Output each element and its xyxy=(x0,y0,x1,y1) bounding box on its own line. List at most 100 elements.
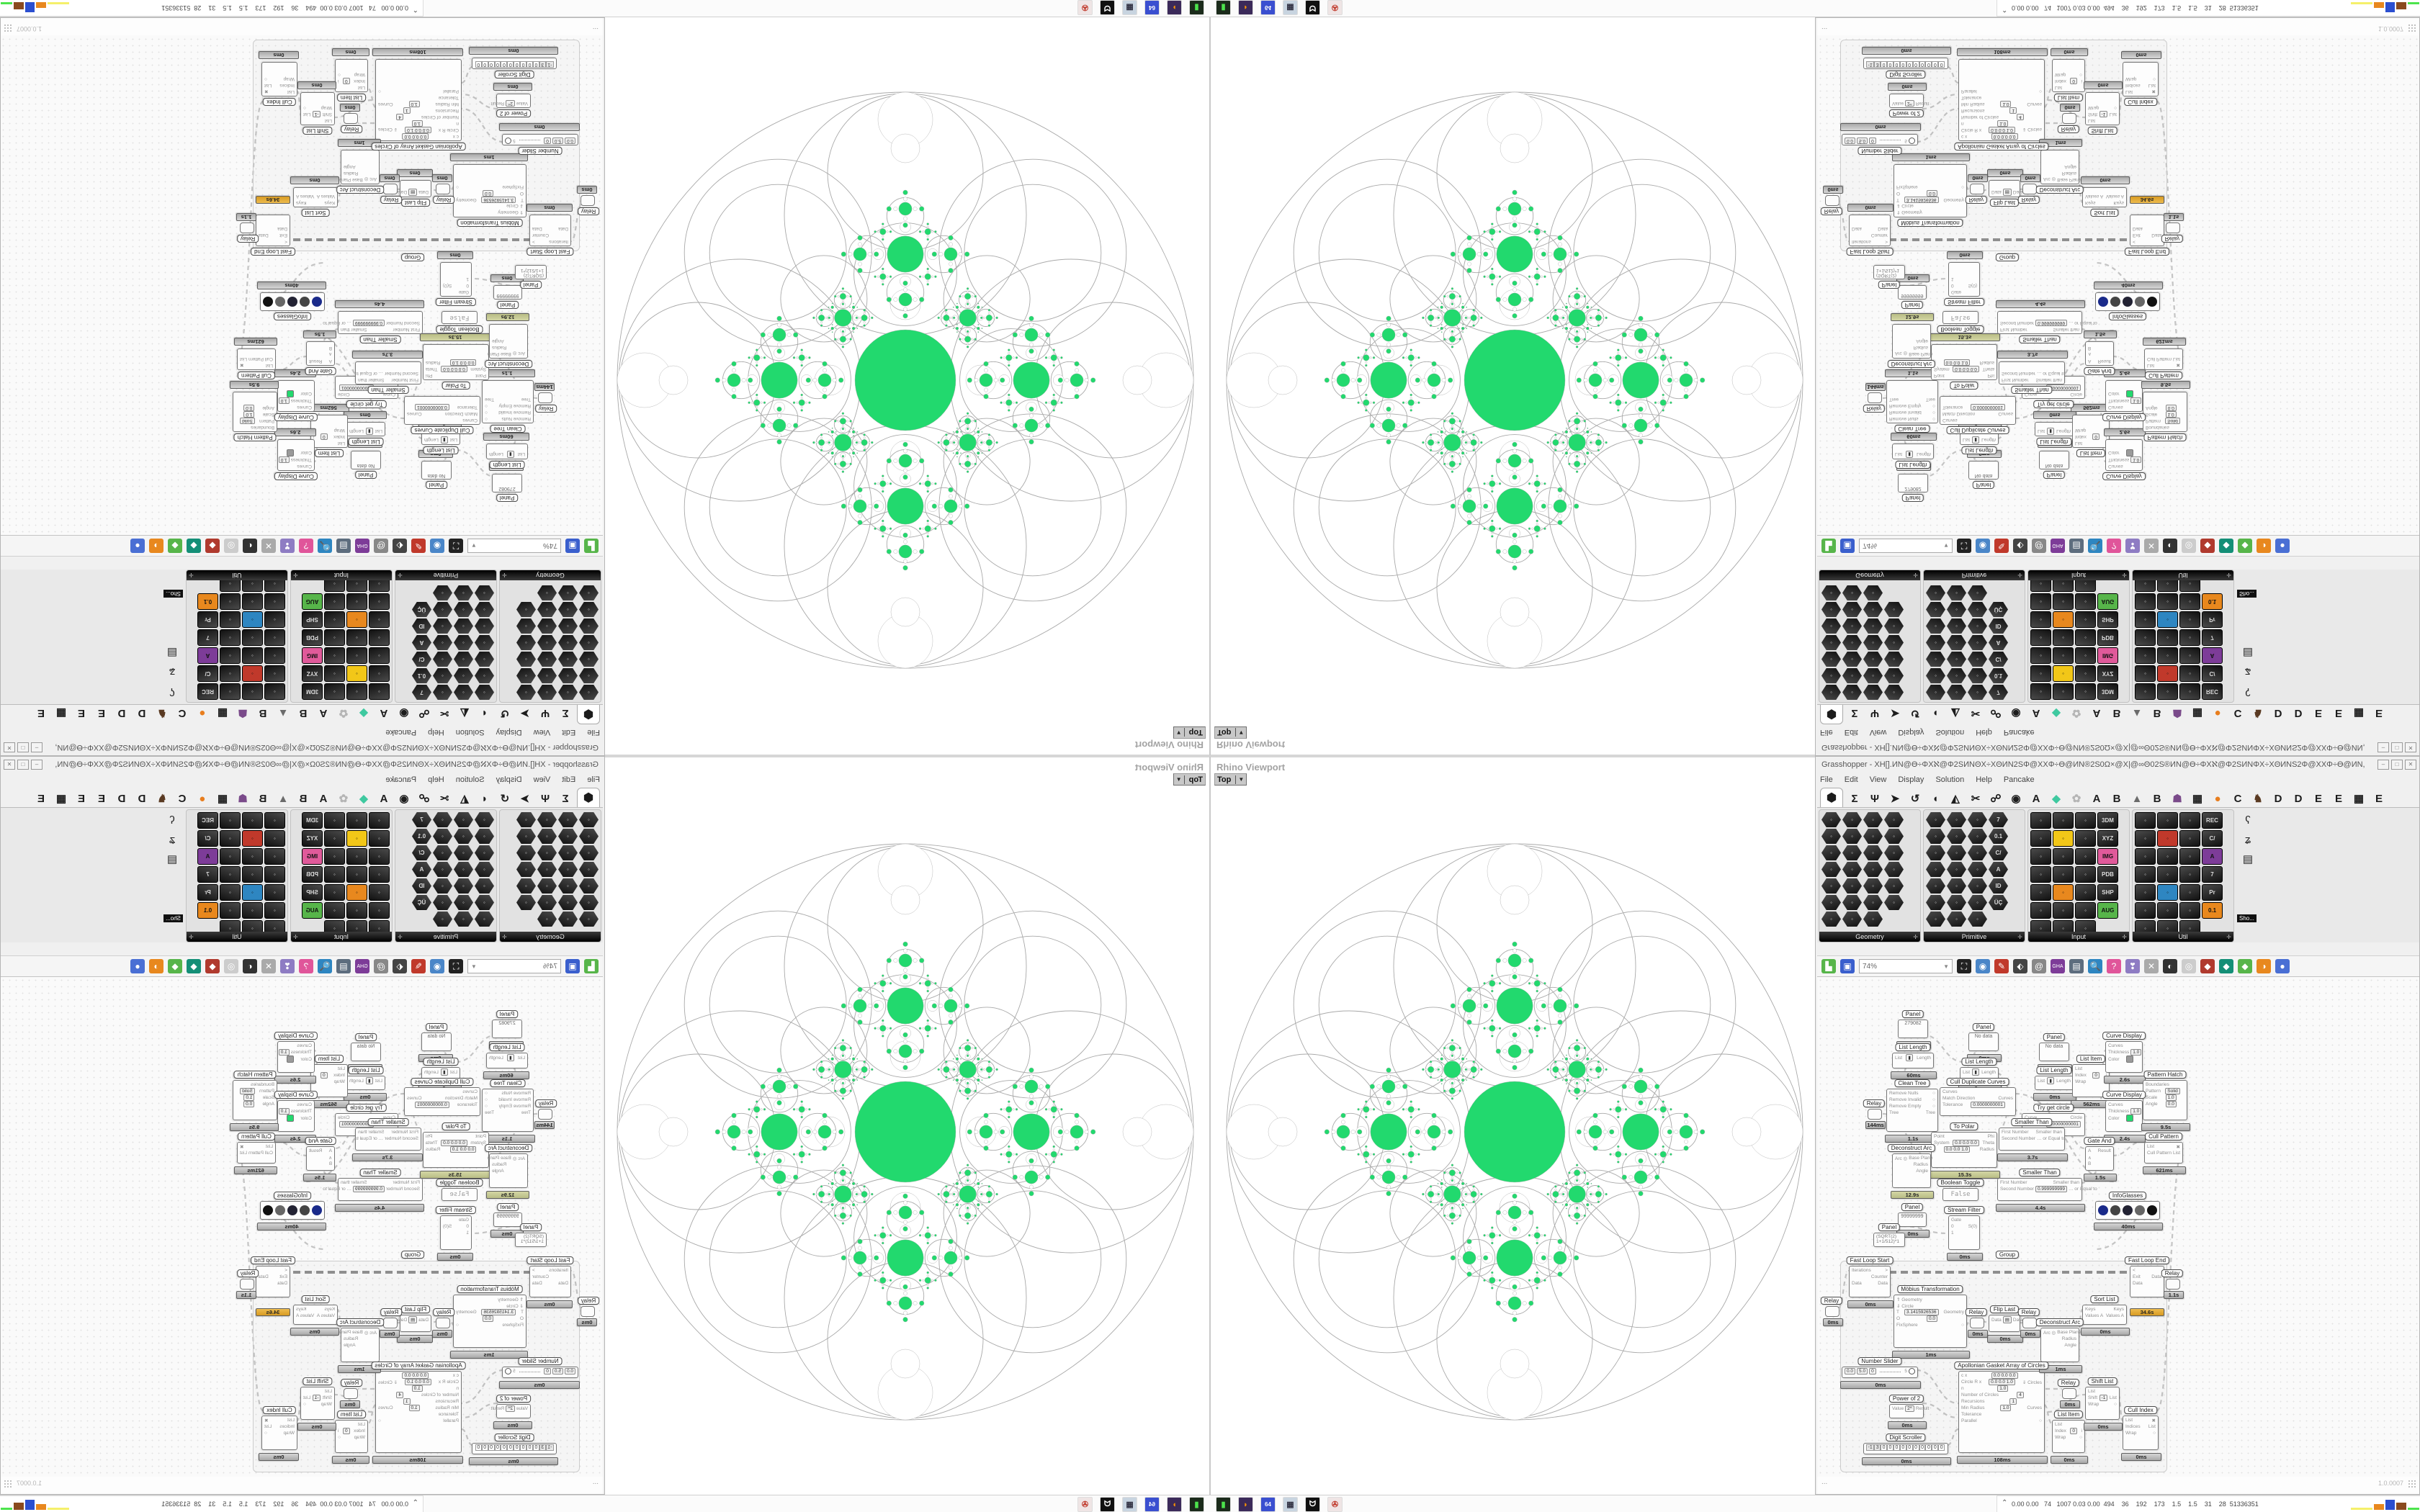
component-icon[interactable]: ◦ xyxy=(2157,629,2178,646)
component-icon[interactable]: ◦ xyxy=(1842,602,1862,617)
minimize-button[interactable]: – xyxy=(31,760,42,770)
component-tab-17[interactable]: ☗ xyxy=(238,793,248,805)
lamp-icon[interactable]: ◐ xyxy=(243,959,257,973)
component-icon[interactable]: ◦ xyxy=(454,912,473,927)
node-body[interactable]: List ✖ Indices List Wrap ○ xyxy=(261,1416,297,1450)
component-icon[interactable]: ◦ xyxy=(1863,585,1883,600)
component-icon[interactable]: ◦ xyxy=(433,635,452,650)
component-icon[interactable]: ◦ xyxy=(558,878,578,894)
component-icon[interactable]: 3DM xyxy=(302,812,323,829)
component-icon[interactable]: ◦ xyxy=(1926,602,1945,617)
node-body[interactable]: Keys Keys Values A Values A xyxy=(2082,1305,2127,1325)
component-icon[interactable]: ◦ xyxy=(1947,635,1966,650)
component-icon[interactable]: ◦ xyxy=(242,647,263,664)
component-icon[interactable]: ◦ xyxy=(2053,683,2074,700)
component-icon[interactable]: 0.1 xyxy=(412,829,431,844)
palette-label-geometry[interactable]: Geometry xyxy=(500,570,601,580)
component-tab-9[interactable]: ◉ xyxy=(399,793,409,805)
component-tab-26[interactable]: ▦ xyxy=(55,793,67,805)
component-tab-0[interactable]: ⬢ xyxy=(577,705,600,724)
component-icon[interactable]: ◦ xyxy=(1947,912,1966,927)
gha-swap-icon[interactable]: GHA xyxy=(355,959,369,973)
component-icon[interactable]: ◦ xyxy=(2179,830,2200,847)
component-icon[interactable]: ◦ xyxy=(2030,866,2051,883)
node-body[interactable]: First Number Smaller than Second Number… o… xyxy=(1999,1128,2066,1151)
component-icon[interactable]: ◦ xyxy=(346,884,367,901)
node-body[interactable]: 0.0 5.0 0 5 xyxy=(1842,134,1918,145)
node-body[interactable]: List ▮ Length xyxy=(2035,1076,2074,1090)
component-icon[interactable]: 0.1 xyxy=(1989,668,2008,683)
component-icon[interactable]: ◦ xyxy=(2157,647,2178,664)
component-icon[interactable]: ◦ xyxy=(2179,647,2200,664)
palette-label-geometry[interactable]: Geometry xyxy=(500,932,601,942)
component-icon[interactable]: ◦ xyxy=(2157,866,2178,883)
component-icon[interactable]: ◦ xyxy=(1968,635,1987,650)
component-icon[interactable]: ◦ xyxy=(1926,812,1945,827)
node-body[interactable]: List Shift -1 List Wrap ○ xyxy=(2085,92,2120,125)
node-body[interactable]: 99999999 xyxy=(493,1212,522,1227)
node-body[interactable]: First Number Smaller than Second Number… o… xyxy=(354,361,421,384)
component-icon[interactable]: ◦ xyxy=(1863,845,1883,860)
component-tab-22[interactable]: D xyxy=(138,792,146,805)
node-body[interactable] xyxy=(260,292,325,311)
component-icon[interactable]: ◦ xyxy=(324,848,345,865)
component-icon[interactable]: ◦ xyxy=(264,866,285,883)
expand-icon[interactable]: ✛ xyxy=(2122,934,2127,940)
component-icon[interactable]: ◦ xyxy=(475,878,494,894)
terminal-app-icon[interactable]: ▮ xyxy=(1189,1497,1204,1512)
gem-green-icon[interactable]: ◆ xyxy=(168,959,182,973)
component-icon[interactable]: ◦ xyxy=(2030,629,2051,646)
node-body[interactable]: Keys Keys Values A Values A xyxy=(293,1305,338,1325)
component-icon[interactable]: ◦ xyxy=(516,685,536,700)
node-body[interactable]: Arc ◎ Base Plane Radius Angle xyxy=(488,1153,528,1188)
component-icon[interactable]: ◦ xyxy=(1926,895,1945,910)
component-icon[interactable]: ◦ xyxy=(2179,683,2200,700)
node-body[interactable]: Curves Thickness 1.0 Color xyxy=(2105,1100,2143,1132)
palette-label-util[interactable]: Util xyxy=(2133,570,2233,580)
zoom-level-combo[interactable]: 74% ▼ xyxy=(467,959,561,973)
component-icon[interactable]: ◦ xyxy=(2135,866,2156,883)
component-icon[interactable]: ◦ xyxy=(475,618,494,634)
palette-label-input[interactable]: Input xyxy=(2028,570,2129,580)
relay-body[interactable] xyxy=(1825,1306,1839,1317)
component-icon[interactable]: ◦ xyxy=(2135,812,2156,829)
component-icon[interactable]: ◦ xyxy=(2135,593,2156,610)
component-icon[interactable]: ◦ xyxy=(2075,593,2096,610)
terminal-app-icon[interactable]: ▮ xyxy=(1189,0,1204,15)
palette-label-util[interactable]: Util xyxy=(187,570,287,580)
component-icon[interactable]: ◦ xyxy=(369,593,390,610)
menu-item-solution[interactable]: Solution xyxy=(1935,728,1965,737)
component-icon[interactable]: ◦ xyxy=(2135,848,2156,865)
menu-item-display[interactable]: Display xyxy=(1898,775,1924,784)
ball-orange-icon[interactable]: ◑ xyxy=(149,959,163,973)
component-icon[interactable]: ◦ xyxy=(220,830,241,847)
node-body[interactable]: Point Phi System 0.0 0.0 0.0 Theta 0.0 0.0 1.… xyxy=(423,1132,489,1168)
relay-body[interactable] xyxy=(581,1306,595,1317)
component-icon[interactable]: ◦ xyxy=(369,884,390,901)
component-tab-27[interactable]: E xyxy=(37,707,45,720)
component-icon[interactable]: ◦ xyxy=(1863,685,1883,700)
component-icon[interactable]: REC xyxy=(2202,683,2223,700)
component-tab-18[interactable]: ▦ xyxy=(2192,707,2203,719)
component-icon[interactable]: ◦ xyxy=(433,685,452,700)
cat-app-icon[interactable]: ᗢ xyxy=(1305,1497,1320,1512)
node-body[interactable]: No data xyxy=(351,1043,381,1061)
component-tab-10[interactable]: A xyxy=(380,792,388,805)
viewport-camera-dropdown[interactable]: Top ▼ xyxy=(1173,726,1206,739)
gh-canvas[interactable]: Panel 279082 0ms List Length List▮Length 60ms… xyxy=(1817,977,2419,1477)
palette-label-primitive[interactable]: Primitive xyxy=(1924,570,2025,580)
palette-label-primitive[interactable]: Primitive xyxy=(395,570,496,580)
component-tab-7[interactable]: ✂ xyxy=(439,793,449,805)
component-icon[interactable]: ◦ xyxy=(1947,829,1966,844)
component-icon[interactable]: ◦ xyxy=(1947,812,1966,827)
component-tab-1[interactable]: Σ xyxy=(562,707,569,720)
component-icon[interactable]: ◦ xyxy=(324,884,345,901)
component-icon[interactable]: ◦ xyxy=(1926,912,1945,927)
menu-item-solution[interactable]: Solution xyxy=(455,775,485,784)
component-icon[interactable]: ◦ xyxy=(433,618,452,634)
component-icon[interactable]: ◦ xyxy=(2030,812,2051,829)
cluster-box-icon[interactable]: ? xyxy=(299,539,313,553)
component-tab-4[interactable]: ↺ xyxy=(1910,793,1920,805)
node-body[interactable]: List ▮ Length xyxy=(486,1053,528,1068)
component-icon[interactable]: C/ xyxy=(1989,845,2008,860)
